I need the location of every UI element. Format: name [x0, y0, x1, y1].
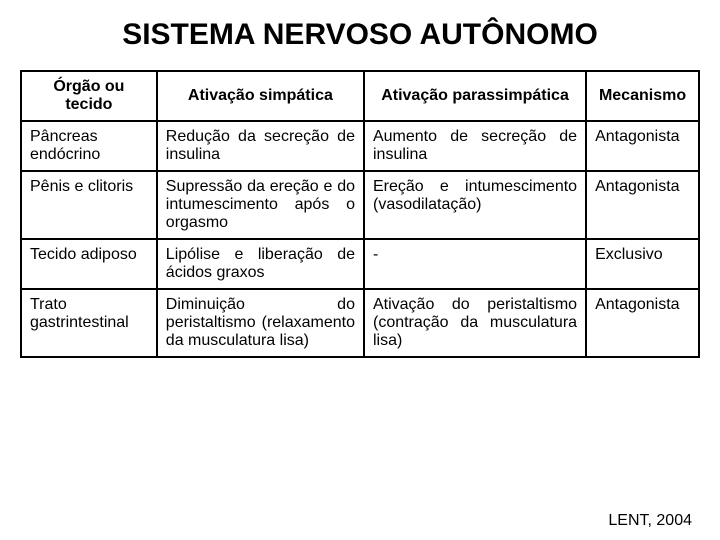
cell-sympathetic: Lipólise e liberação de ácidos graxos [157, 239, 364, 289]
table-row: Tecido adiposo Lipólise e liberação de á… [21, 239, 699, 289]
table-header-row: Órgão ou tecido Ativação simpática Ativa… [21, 71, 699, 121]
col-header-parasympathetic: Ativação parassimpática [364, 71, 586, 121]
cell-organ: Trato gastrintestinal [21, 289, 157, 357]
col-header-mechanism: Mecanismo [586, 71, 699, 121]
source-citation: LENT, 2004 [608, 512, 692, 530]
cell-mechanism: Antagonista [586, 121, 699, 171]
cell-sympathetic: Supressão da ereção e do intumescimento … [157, 171, 364, 239]
cell-mechanism: Antagonista [586, 289, 699, 357]
col-header-organ: Órgão ou tecido [21, 71, 157, 121]
cell-organ: Pâncreas endócrino [21, 121, 157, 171]
page-title: SISTEMA NERVOSO AUTÔNOMO [0, 0, 720, 70]
table-row: Trato gastrintestinal Diminuição do peri… [21, 289, 699, 357]
cell-mechanism: Exclusivo [586, 239, 699, 289]
table-row: Pênis e clitoris Supressão da ereção e d… [21, 171, 699, 239]
cell-parasympathetic: Aumento de secreção de insulina [364, 121, 586, 171]
cell-sympathetic: Redução da secreção de insulina [157, 121, 364, 171]
cell-organ: Tecido adiposo [21, 239, 157, 289]
cell-parasympathetic: Ereção e intumescimento (vasodilatação) [364, 171, 586, 239]
cell-mechanism: Antagonista [586, 171, 699, 239]
cell-parasympathetic: - [364, 239, 586, 289]
autonomic-table: Órgão ou tecido Ativação simpática Ativa… [20, 70, 700, 358]
cell-sympathetic: Diminuição do peristaltismo (relaxamento… [157, 289, 364, 357]
col-header-sympathetic: Ativação simpática [157, 71, 364, 121]
table-row: Pâncreas endócrino Redução da secreção d… [21, 121, 699, 171]
cell-parasympathetic: Ativação do peristaltismo (contração da … [364, 289, 586, 357]
cell-organ: Pênis e clitoris [21, 171, 157, 239]
